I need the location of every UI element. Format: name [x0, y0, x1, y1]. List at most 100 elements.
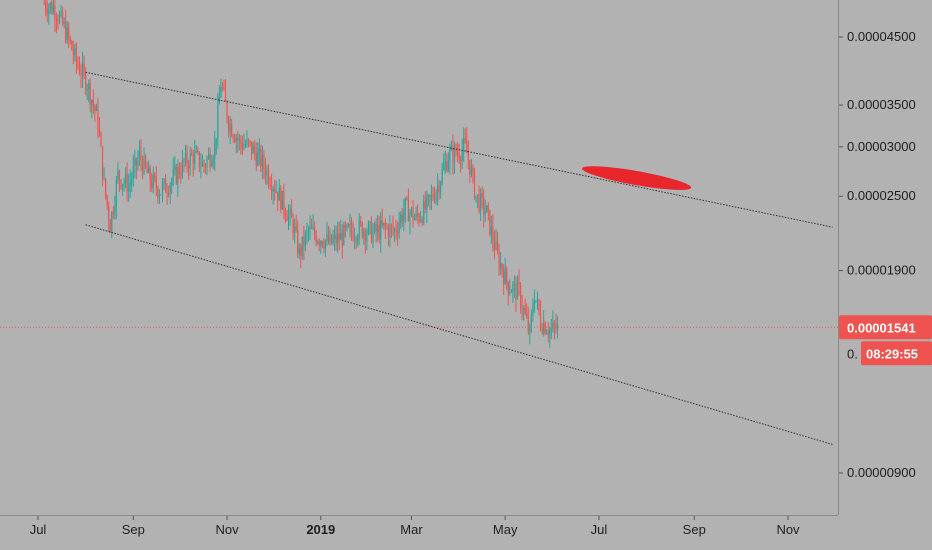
candle-body	[438, 185, 440, 193]
candle-body	[397, 232, 399, 234]
candle-body	[97, 107, 99, 129]
candle-body	[420, 219, 422, 222]
candle-body	[329, 234, 331, 243]
candle-body	[65, 21, 67, 41]
time-tick-label: Mar	[400, 522, 423, 537]
candle-body	[455, 146, 457, 154]
candle-body	[418, 216, 420, 222]
candle-body	[510, 291, 512, 293]
candle-body	[267, 170, 270, 184]
candle-body	[275, 191, 277, 193]
candle-body	[254, 145, 256, 153]
candle-body	[539, 311, 542, 328]
candle-body	[363, 231, 365, 237]
candle-body	[188, 165, 190, 169]
candle-body	[529, 325, 531, 332]
candle-body	[61, 11, 64, 24]
candle-body	[441, 169, 443, 183]
candle-body	[541, 327, 543, 333]
candle-body	[197, 150, 199, 152]
candle-body	[334, 234, 336, 239]
candle-body	[398, 222, 400, 233]
candle-body	[532, 309, 534, 316]
candle-body	[94, 105, 96, 111]
trendlines-layer[interactable]	[85, 71, 833, 445]
candle-body	[108, 205, 110, 221]
candle-body	[98, 128, 101, 134]
candle-body	[335, 234, 337, 243]
candle-body	[105, 178, 107, 196]
time-tick-label: Jul	[30, 522, 47, 537]
candle-body	[403, 211, 405, 222]
countdown-label: 08:29:55	[866, 346, 918, 361]
hidden-tick-fragment: 0.	[847, 346, 858, 361]
candle-body	[237, 138, 239, 141]
candle-body	[515, 282, 517, 300]
candle-body	[68, 27, 70, 38]
candle-body	[297, 229, 299, 254]
candle-body	[278, 187, 280, 201]
time-tick-label: Sep	[683, 522, 706, 537]
channel-trendline[interactable]	[85, 224, 833, 445]
candle-body	[355, 238, 357, 241]
candle-body	[143, 156, 145, 173]
candle-body	[504, 268, 506, 284]
candle-body	[449, 150, 451, 162]
candle-body	[158, 194, 161, 198]
candle-body	[463, 138, 465, 150]
candle-body	[407, 198, 409, 222]
candle-body	[186, 152, 188, 166]
candle-body	[52, 6, 54, 13]
price-axis[interactable]: 0.00004500 0.00003500 0.00003000 0.00002500…	[839, 29, 916, 480]
candle-body	[406, 198, 408, 200]
time-axis[interactable]: Jul Sep Nov 2019 Mar May Jul Sep Nov	[30, 516, 800, 537]
candle-body	[46, 9, 48, 14]
candle-body	[207, 154, 210, 159]
channel-trendline[interactable]	[85, 71, 833, 228]
candle-body	[287, 213, 290, 221]
highlight-ellipse[interactable]	[581, 162, 693, 195]
candle-body	[435, 191, 437, 201]
candle-body	[321, 241, 323, 247]
candle-body	[361, 223, 363, 237]
candle-body	[194, 151, 196, 164]
candle-body	[83, 64, 85, 72]
price-tick-label: 0.00001900	[847, 263, 916, 278]
candle-body	[327, 234, 330, 243]
candle-body	[221, 86, 224, 88]
candle-body	[263, 154, 265, 169]
last-price-badge: 0.00001541	[839, 315, 932, 340]
candle-body	[274, 189, 276, 193]
candle-body	[229, 123, 231, 131]
candle-body	[303, 236, 305, 247]
candle-body	[456, 153, 459, 155]
candle-body	[151, 182, 153, 188]
candle-body	[464, 138, 466, 141]
candle-body	[332, 238, 334, 243]
candle-body	[306, 230, 308, 233]
candle-body	[95, 107, 98, 111]
candle-body	[498, 251, 500, 269]
candle-body	[549, 329, 551, 335]
candle-body	[198, 151, 200, 168]
candle-body	[370, 221, 373, 243]
candle-body	[226, 101, 228, 119]
candle-body	[289, 208, 291, 214]
candle-body	[386, 227, 388, 229]
candle-body	[500, 263, 502, 269]
candle-body	[160, 194, 162, 196]
candle-body	[524, 308, 526, 314]
candle-body	[503, 271, 505, 284]
candle-body	[123, 182, 125, 185]
candle-body	[341, 232, 343, 246]
candle-body	[317, 241, 319, 244]
candle-body	[290, 208, 293, 218]
candle-body	[444, 161, 446, 166]
candle-body	[58, 14, 61, 22]
candle-body	[86, 89, 88, 91]
candle-body	[480, 193, 482, 212]
candle-body	[450, 146, 453, 151]
candle-body	[364, 231, 366, 241]
candle-body	[132, 166, 134, 179]
